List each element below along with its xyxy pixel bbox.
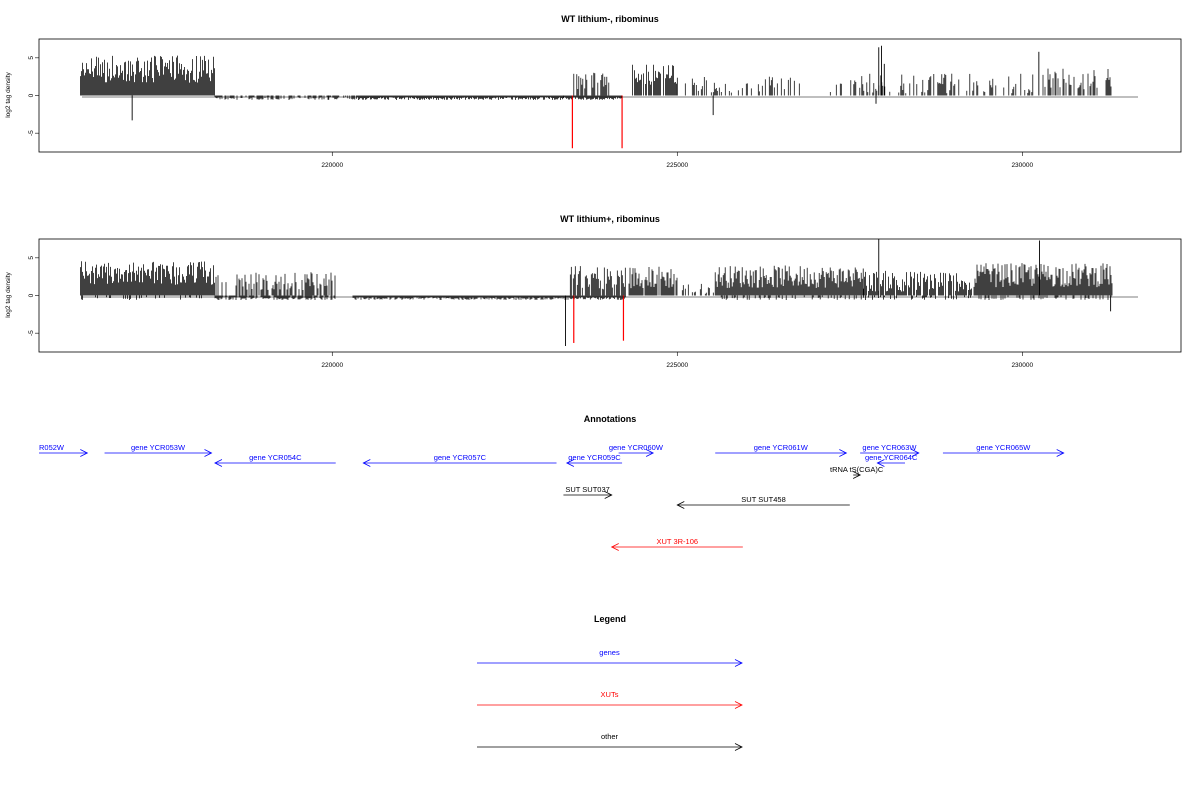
- y-tick-label: -5: [28, 130, 35, 136]
- y-tick-label: 0: [28, 93, 35, 97]
- arrow-head: [80, 449, 89, 457]
- x-axis: 220000 225000 230000: [321, 152, 1034, 169]
- legend-title: Legend: [594, 614, 626, 624]
- feature-label: gene YCR057C: [434, 453, 487, 462]
- arrow-head: [565, 459, 575, 467]
- legend-item: genes: [477, 648, 743, 667]
- annotation-feature: gene YCR053W: [104, 443, 213, 457]
- arrow-head: [852, 471, 862, 479]
- x-tick-label: 225000: [666, 162, 688, 169]
- y-tick-label: 0: [28, 293, 35, 297]
- legend-item: XUTs: [477, 690, 743, 709]
- legend-arrow-head: [734, 743, 743, 751]
- legend-label: genes: [599, 648, 620, 657]
- track-panel-lithium-plus: WT lithium+, ribominus log2 tag density …: [5, 214, 1182, 369]
- legend-item: other: [477, 732, 743, 751]
- x-tick-label: 225000: [666, 362, 688, 369]
- feature-label: gene YCR059C: [568, 453, 621, 462]
- signal-bars: [80, 45, 1112, 149]
- legend-label: XUTs: [601, 690, 619, 699]
- x-tick-label: 220000: [321, 362, 343, 369]
- feature-label: gene YCR064C: [865, 453, 918, 462]
- x-tick-label: 230000: [1011, 162, 1033, 169]
- annotation-feature: gene YCR057C: [362, 453, 557, 467]
- feature-label: gene YCR063W: [862, 443, 917, 452]
- annotation-feature: SUT SUT458: [676, 495, 850, 509]
- arrow-head: [645, 449, 655, 457]
- annotation-feature: R052W: [39, 443, 89, 457]
- feature-label: gene YCR061W: [754, 443, 809, 452]
- arrow-head: [876, 459, 885, 467]
- legend-arrow-head: [734, 659, 743, 667]
- annotation-feature: tRNA tS(CGA)C: [830, 465, 884, 479]
- arrow-head: [604, 491, 613, 499]
- y-axis: -5 0 5: [28, 256, 39, 336]
- legend-arrow-head: [734, 701, 743, 709]
- signal-bars: [80, 239, 1113, 346]
- arrow-head: [204, 449, 213, 457]
- legend-label: other: [601, 732, 619, 741]
- legend: Legend genes XUTs other: [477, 614, 743, 751]
- y-axis-label: log2 tag density: [5, 71, 12, 117]
- y-axis: -5 0 5: [28, 56, 39, 136]
- annotations-title: Annotations: [584, 414, 637, 424]
- annotations-panel: Annotations R052W gene YCR053W gene YCR054…: [39, 414, 1065, 551]
- arrow-head: [839, 449, 848, 457]
- annotation-feature: gene YCR060W: [609, 443, 664, 457]
- y-tick-label: 5: [28, 56, 35, 60]
- annotation-feature: gene YCR063W: [860, 443, 920, 457]
- y-axis-label: log2 tag density: [5, 271, 12, 317]
- y-tick-label: -5: [28, 330, 35, 336]
- annotation-feature: gene YCR061W: [715, 443, 848, 457]
- feature-label: gene YCR060W: [609, 443, 664, 452]
- annotation-feature: gene YCR054C: [214, 453, 336, 467]
- track-panel-lithium-minus: WT lithium-, ribominus log2 tag density …: [5, 14, 1182, 169]
- feature-label: SUT SUT037: [565, 485, 609, 494]
- x-tick-label: 230000: [1011, 362, 1033, 369]
- arrow-head: [676, 501, 685, 509]
- feature-label: gene YCR054C: [249, 453, 302, 462]
- annotation-feature: SUT SUT037: [563, 485, 613, 499]
- panel-title: WT lithium-, ribominus: [561, 14, 659, 24]
- feature-label: XUT 3R-106: [657, 537, 699, 546]
- annotation-feature: XUT 3R-106: [610, 537, 743, 551]
- legend-items: genes XUTs other: [477, 648, 743, 751]
- arrow-head: [911, 449, 920, 457]
- annotation-feature: gene YCR064C: [865, 453, 918, 467]
- arrow-head: [214, 459, 223, 467]
- arrow-head: [362, 459, 371, 467]
- y-tick-label: 5: [28, 256, 35, 260]
- feature-label: gene YCR053W: [131, 443, 186, 452]
- x-axis: 220000 225000 230000: [321, 352, 1034, 369]
- x-tick-label: 220000: [321, 162, 343, 169]
- feature-label: SUT SUT458: [741, 495, 785, 504]
- annotation-feature: gene YCR065W: [942, 443, 1065, 457]
- panel-title: WT lithium+, ribominus: [560, 214, 660, 224]
- annotation-features: R052W gene YCR053W gene YCR054C gene YCR057…: [39, 443, 1065, 551]
- arrow-head: [1056, 449, 1065, 457]
- feature-label: gene YCR065W: [976, 443, 1031, 452]
- annotation-feature: gene YCR059C: [565, 453, 623, 467]
- feature-label: tRNA tS(CGA)C: [830, 465, 884, 474]
- feature-label: R052W: [39, 443, 65, 452]
- arrow-head: [610, 543, 619, 551]
